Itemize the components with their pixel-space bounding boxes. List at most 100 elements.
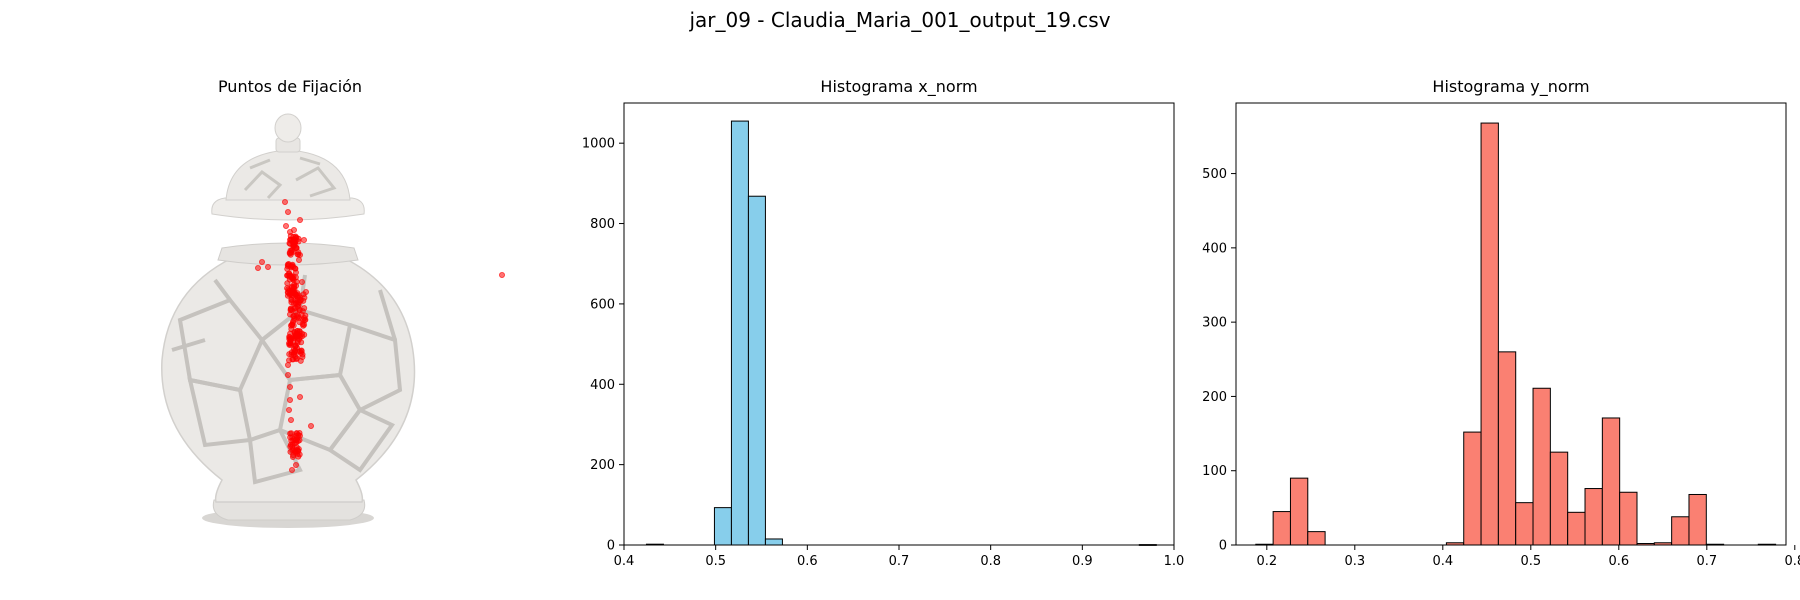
fixation-point	[295, 256, 302, 263]
hist-y-bar	[1463, 431, 1482, 546]
hist-y-bar	[1307, 531, 1326, 546]
fixation-point	[287, 305, 294, 312]
fixation-point	[301, 305, 308, 312]
fixation-point	[293, 244, 300, 251]
hist-y-bar	[1688, 493, 1707, 546]
hist-x-ytick-label: 800	[590, 217, 615, 232]
fixation-point	[284, 361, 291, 368]
fixation-point	[298, 348, 305, 355]
fixation-point	[288, 263, 295, 270]
hist-y-xtick-label: 0.6	[1608, 554, 1629, 565]
fixation-point	[288, 296, 295, 303]
hist-x-bar	[747, 195, 766, 546]
fixation-point	[288, 466, 295, 473]
hist-x-bar	[730, 120, 749, 546]
fixation-point	[296, 319, 303, 326]
fixation-point	[293, 278, 300, 285]
hist-y-xtick-label: 0.5	[1520, 554, 1541, 565]
fixation-point	[287, 340, 294, 347]
hist-y-bar	[1532, 387, 1551, 546]
jar-image	[161, 113, 416, 528]
hist-y-xtick-label: 0.7	[1696, 554, 1717, 565]
hist-x-xtick-label: 1.0	[1164, 554, 1185, 565]
fixation-point	[287, 416, 294, 423]
fixation-point	[290, 346, 297, 353]
fixation-point	[287, 448, 294, 455]
hist-y-bar	[1497, 351, 1517, 546]
fixation-point	[298, 278, 305, 285]
hist-y-axes-frame	[1235, 102, 1787, 546]
hist-y-bar	[1671, 516, 1690, 546]
hist-x-xtick-label: 0.6	[797, 554, 818, 565]
hist-x-ytick-label: 0	[607, 539, 615, 554]
hist-x-xtick-label: 0.7	[889, 554, 910, 565]
hist-y-xtick-label: 0.2	[1256, 554, 1277, 565]
hist-x-ytick-label: 600	[590, 297, 615, 312]
fixation-point	[296, 294, 303, 301]
hist-y-ytick-label: 0	[1219, 539, 1227, 554]
hist-y-bar	[1272, 511, 1291, 546]
fixation-point	[254, 264, 261, 271]
hist-x-xtick-label: 0.5	[705, 554, 726, 565]
hist-x-xtick-label: 0.4	[614, 554, 635, 565]
hist-y-bar	[1619, 491, 1638, 546]
hist-y-ytick-label: 400	[1202, 241, 1227, 256]
hist-x-xtick-label: 0.9	[1072, 554, 1093, 565]
fixation-point	[498, 271, 505, 278]
fixation-point	[281, 199, 288, 206]
fixation-point	[296, 432, 303, 439]
hist-y-xtick-label: 0.4	[1432, 554, 1453, 565]
hist-x-bar	[764, 538, 783, 546]
fixation-point	[288, 236, 295, 243]
fixation-point	[307, 422, 314, 429]
fixation-point	[286, 396, 293, 403]
fixation-point	[282, 223, 289, 230]
histogram-y-chart: 0.2 0.3 0.4 0.5 0.6 0.7 0.8 0 100 200 300 400 500	[1202, 102, 1800, 565]
fixation-points	[254, 199, 505, 473]
hist-y-xtick-label: 0.3	[1344, 554, 1365, 565]
hist-x-xtick-label: 0.8	[980, 554, 1001, 565]
histogram-x-chart: 0.4 0.5 0.6 0.7 0.8 0.9 1.0 0 200 400 600 800 1000	[582, 102, 1185, 565]
fixation-point	[291, 440, 298, 447]
fixation-point	[292, 461, 299, 468]
fixation-point	[285, 406, 292, 413]
fixation-point	[290, 227, 297, 234]
fixation-point	[289, 321, 296, 328]
hist-y-bar	[1584, 488, 1603, 546]
fixation-point	[293, 234, 300, 241]
hist-x-title: Histograma x_norm	[820, 77, 978, 96]
fixation-point	[296, 251, 303, 258]
fixation-panel	[161, 113, 505, 528]
figure-title: jar_09 - Claudia_Maria_001_output_19.csv	[689, 8, 1111, 32]
hist-x-ytick-label: 400	[590, 378, 615, 393]
hist-x-ytick-label: 200	[590, 458, 615, 473]
fixation-point	[302, 288, 309, 295]
fixation-point	[284, 209, 291, 216]
fixation-point	[296, 299, 303, 306]
hist-y-bar	[1549, 451, 1569, 546]
fixation-point	[298, 339, 305, 346]
hist-y-bar	[1289, 477, 1309, 546]
fixation-point	[288, 247, 295, 254]
hist-y-ytick-label: 300	[1202, 316, 1227, 331]
hist-y-bar	[1515, 502, 1534, 546]
fixation-point	[294, 290, 301, 297]
fixation-panel-title: Puntos de Fijación	[217, 77, 363, 96]
hist-y-title: Histograma y_norm	[1432, 77, 1590, 96]
fixation-point	[289, 356, 296, 363]
fixation-point	[289, 275, 296, 282]
fixation-point	[296, 217, 303, 224]
fixation-point	[284, 280, 291, 287]
fixation-point	[286, 383, 293, 390]
fixation-point	[287, 311, 294, 318]
fixation-point	[258, 258, 265, 265]
hist-x-ytick-label: 1000	[582, 137, 615, 152]
hist-y-bar	[1567, 511, 1586, 546]
fixation-point	[264, 263, 271, 270]
fixation-point	[300, 237, 307, 244]
hist-y-bar	[1480, 122, 1499, 546]
hist-y-ytick-label: 500	[1202, 167, 1227, 182]
hist-y-ytick-label: 200	[1202, 390, 1227, 405]
fixation-point	[300, 322, 307, 329]
hist-y-xtick-label: 0.8	[1784, 554, 1800, 565]
